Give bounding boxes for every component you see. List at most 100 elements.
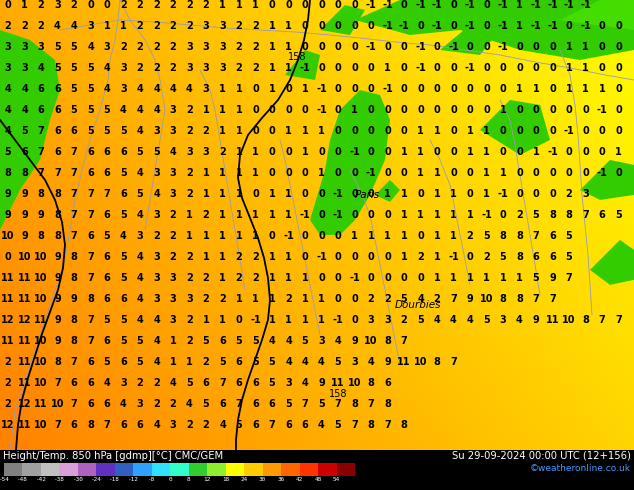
Text: -1: -1 [531, 21, 541, 31]
Text: 6: 6 [103, 210, 110, 220]
Text: 1: 1 [120, 21, 127, 31]
Text: 1: 1 [252, 210, 259, 220]
Text: 0: 0 [302, 21, 308, 31]
Text: -1: -1 [415, 63, 426, 73]
Text: -1: -1 [465, 0, 476, 10]
Text: 2: 2 [236, 63, 242, 73]
Polygon shape [355, 0, 634, 60]
Text: 0: 0 [434, 63, 441, 73]
Text: 6: 6 [384, 378, 391, 388]
Text: 4: 4 [37, 63, 44, 73]
Text: 1: 1 [500, 105, 507, 115]
Text: 9: 9 [70, 294, 77, 304]
Text: 6: 6 [103, 147, 110, 157]
Text: 4: 4 [417, 294, 424, 304]
Text: 2: 2 [37, 0, 44, 10]
Text: 0: 0 [252, 105, 259, 115]
Text: 5: 5 [483, 231, 490, 241]
Text: 2: 2 [153, 42, 160, 52]
Text: 1: 1 [401, 231, 408, 241]
Text: 8: 8 [37, 231, 44, 241]
Text: 3: 3 [170, 105, 176, 115]
Text: 7: 7 [598, 315, 605, 325]
Text: 1: 1 [285, 21, 292, 31]
Text: 1: 1 [203, 168, 209, 178]
Text: 5: 5 [615, 210, 622, 220]
Text: 4: 4 [153, 315, 160, 325]
Text: 7: 7 [566, 273, 573, 283]
Text: 0: 0 [500, 126, 507, 136]
Polygon shape [480, 100, 550, 155]
Text: 6: 6 [120, 294, 127, 304]
Text: 0: 0 [615, 63, 622, 73]
Text: 0: 0 [368, 252, 374, 262]
Text: -1: -1 [415, 42, 426, 52]
Text: 6: 6 [70, 378, 77, 388]
Text: 5: 5 [302, 336, 308, 346]
Text: -1: -1 [498, 0, 508, 10]
Text: 3: 3 [21, 42, 28, 52]
Text: 0: 0 [368, 273, 374, 283]
Text: 3: 3 [203, 21, 209, 31]
Text: 9: 9 [54, 294, 61, 304]
Text: 0: 0 [467, 168, 474, 178]
Text: 0: 0 [450, 105, 457, 115]
Text: 2: 2 [186, 315, 193, 325]
Text: 0: 0 [351, 63, 358, 73]
Text: 5: 5 [318, 399, 325, 409]
Text: 0: 0 [368, 210, 374, 220]
Text: 0: 0 [335, 0, 341, 10]
Text: 4: 4 [285, 336, 292, 346]
Text: 6: 6 [285, 420, 292, 430]
Text: 4: 4 [318, 357, 325, 367]
Text: 0: 0 [269, 105, 275, 115]
Text: 3: 3 [120, 84, 127, 94]
Text: 2: 2 [203, 273, 209, 283]
Text: Su 29-09-2024 00:00 UTC (12+156): Su 29-09-2024 00:00 UTC (12+156) [452, 451, 631, 461]
Text: 1: 1 [285, 315, 292, 325]
Text: 4: 4 [219, 420, 226, 430]
Text: 0: 0 [285, 84, 292, 94]
Text: 1: 1 [236, 168, 242, 178]
Text: 5: 5 [483, 315, 490, 325]
Text: 5: 5 [103, 357, 110, 367]
Text: 2: 2 [170, 21, 176, 31]
Text: 0: 0 [87, 0, 94, 10]
Text: 5: 5 [136, 147, 143, 157]
Text: 4: 4 [467, 315, 474, 325]
Text: 0: 0 [285, 0, 292, 10]
Text: 1: 1 [269, 63, 275, 73]
Text: 8: 8 [54, 231, 61, 241]
Text: 2: 2 [566, 189, 573, 199]
Text: 10: 10 [18, 252, 31, 262]
Text: 1: 1 [351, 105, 358, 115]
Text: 1: 1 [401, 210, 408, 220]
Text: 2: 2 [153, 63, 160, 73]
Text: 2: 2 [153, 378, 160, 388]
Text: 9: 9 [4, 210, 11, 220]
Text: 1: 1 [219, 231, 226, 241]
Text: 0: 0 [434, 42, 441, 52]
Text: 1: 1 [450, 231, 457, 241]
Text: 0: 0 [401, 84, 408, 94]
Text: 7: 7 [103, 420, 110, 430]
Text: 5: 5 [103, 126, 110, 136]
Text: 3: 3 [153, 294, 160, 304]
Text: 6: 6 [236, 378, 242, 388]
Text: 4: 4 [170, 147, 176, 157]
Text: 0: 0 [351, 126, 358, 136]
Text: 0: 0 [549, 105, 556, 115]
Text: 0: 0 [368, 147, 374, 157]
Text: 7: 7 [70, 231, 77, 241]
Text: 2: 2 [186, 168, 193, 178]
Text: 3: 3 [219, 42, 226, 52]
Text: 3: 3 [153, 252, 160, 262]
Text: 1: 1 [170, 357, 176, 367]
Text: 1: 1 [285, 42, 292, 52]
Text: -1: -1 [498, 21, 508, 31]
Text: 4: 4 [302, 378, 308, 388]
Polygon shape [320, 5, 365, 35]
Text: 0: 0 [368, 126, 374, 136]
Text: 1: 1 [566, 63, 573, 73]
Bar [96, 463, 115, 476]
